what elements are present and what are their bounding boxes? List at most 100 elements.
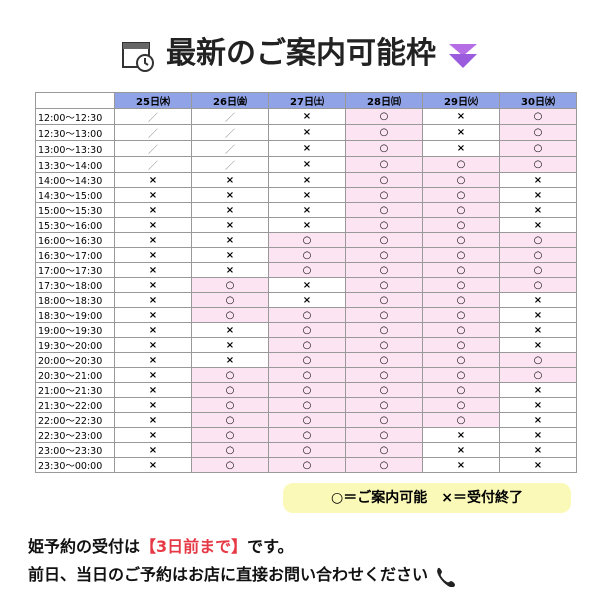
status-cell: × bbox=[114, 322, 192, 338]
time-cell: 12:30〜13:00 bbox=[35, 124, 115, 141]
corner bbox=[35, 92, 115, 109]
table-row: 18:30〜19:00 × ○ ○ ○ ○ × bbox=[35, 307, 577, 323]
status-cell: ○ bbox=[268, 262, 346, 278]
status-cell: ○ bbox=[499, 247, 577, 263]
status-cell: × bbox=[499, 307, 577, 323]
status-cell: × bbox=[114, 247, 192, 263]
status-cell: ○ bbox=[345, 262, 423, 278]
status-cell: ○ bbox=[345, 202, 423, 218]
status-cell: × bbox=[268, 292, 346, 308]
status-cell: × bbox=[499, 172, 577, 188]
status-cell: ○ bbox=[268, 307, 346, 323]
status-cell: ○ bbox=[422, 412, 500, 428]
status-cell: × bbox=[114, 382, 192, 398]
status-cell: ○ bbox=[191, 367, 269, 383]
status-cell: × bbox=[499, 217, 577, 233]
title: 最新のご案内可能枠 bbox=[166, 36, 436, 71]
status-cell: ○ bbox=[345, 247, 423, 263]
status-cell: ○ bbox=[345, 307, 423, 323]
status-cell: ○ bbox=[268, 442, 346, 458]
status-cell: × bbox=[268, 217, 346, 233]
status-cell: ○ bbox=[422, 202, 500, 218]
status-cell: ○ bbox=[191, 292, 269, 308]
table-row: 20:00〜20:30 × × ○ ○ ○ ○ bbox=[35, 352, 577, 368]
table-row: 16:00〜16:30 × × ○ ○ ○ ○ bbox=[35, 232, 577, 248]
status-cell: ○ bbox=[422, 172, 500, 188]
table-row: 12:30〜13:00 ／／ × ○ × ○ bbox=[35, 124, 577, 141]
status-cell: × bbox=[499, 202, 577, 218]
notice-text: 姫予約の受付は bbox=[28, 537, 141, 556]
status-cell: ○ bbox=[422, 397, 500, 413]
status-cell: ○ bbox=[268, 367, 346, 383]
status-cell: ○ bbox=[268, 322, 346, 338]
time-cell: 17:30〜18:00 bbox=[35, 277, 115, 293]
status-cell: × bbox=[114, 262, 192, 278]
status-cell: ○ bbox=[499, 108, 577, 125]
status-cell: ○ bbox=[345, 367, 423, 383]
notice-text: 前日、当日のご予約はお店に直接お問い合わせください bbox=[28, 565, 429, 584]
status-cell: × bbox=[191, 172, 269, 188]
status-cell: × bbox=[191, 217, 269, 233]
status-cell: × bbox=[191, 262, 269, 278]
status-cell: ○ bbox=[422, 382, 500, 398]
status-cell: × bbox=[114, 187, 192, 203]
status-cell: × bbox=[114, 232, 192, 248]
calendar-icon bbox=[121, 41, 154, 72]
status-cell: × bbox=[191, 352, 269, 368]
day-header: 27日㈯ bbox=[268, 92, 346, 109]
status-cell: ○ bbox=[345, 442, 423, 458]
status-cell: ○ bbox=[268, 232, 346, 248]
schedule-table: 25日㈭ 26日㈮ 27日㈯ 28日㈰ 29日㈫ 30日㈬ 12:00〜12:30 ／／ × ○ ×… bbox=[35, 92, 577, 473]
status-cell: × bbox=[114, 277, 192, 293]
table-row: 19:30〜20:00 × × ○ ○ ○ × bbox=[35, 337, 577, 353]
time-cell: 18:00〜18:30 bbox=[35, 292, 115, 308]
day-header: 30日㈬ bbox=[499, 92, 577, 109]
status-cell: ○ bbox=[268, 397, 346, 413]
table-row: 15:00〜15:30 × × × ○ ○ × bbox=[35, 202, 577, 218]
status-cell: ○ bbox=[191, 307, 269, 323]
time-cell: 20:00〜20:30 bbox=[35, 352, 115, 368]
status-cell: × bbox=[114, 442, 192, 458]
status-cell: ○ bbox=[499, 352, 577, 368]
status-cell: ○ bbox=[345, 352, 423, 368]
time-cell: 15:30〜16:00 bbox=[35, 217, 115, 233]
table-row: 13:30〜14:00 ／／ × ○ ○ ○ bbox=[35, 156, 577, 173]
time-cell: 19:30〜20:00 bbox=[35, 337, 115, 353]
table-row: 15:30〜16:00 × × × ○ ○ × bbox=[35, 217, 577, 233]
status-cell: ○ bbox=[422, 217, 500, 233]
status-cell: ／ bbox=[191, 140, 269, 157]
status-cell: ○ bbox=[191, 277, 269, 293]
status-cell: × bbox=[268, 277, 346, 293]
status-cell: ○ bbox=[191, 457, 269, 473]
time-cell: 18:30〜19:00 bbox=[35, 307, 115, 323]
status-cell: × bbox=[422, 140, 500, 157]
time-cell: 21:00〜21:30 bbox=[35, 382, 115, 398]
status-cell: × bbox=[114, 292, 192, 308]
status-cell: × bbox=[191, 247, 269, 263]
status-cell: ○ bbox=[422, 187, 500, 203]
status-cell: ／ bbox=[191, 108, 269, 125]
table-row: 21:30〜22:00 × ○ ○ ○ ○ × bbox=[35, 397, 577, 413]
status-cell: × bbox=[114, 172, 192, 188]
notice-highlight: 【3日前まで】 bbox=[140, 537, 248, 556]
status-cell: ／ bbox=[114, 140, 192, 157]
phone-icon bbox=[436, 567, 455, 587]
table-row: 21:00〜21:30 × ○ ○ ○ ○ × bbox=[35, 382, 577, 398]
status-cell: ○ bbox=[422, 247, 500, 263]
table-row: 16:30〜17:00 × × ○ ○ ○ ○ bbox=[35, 247, 577, 263]
status-cell: ／ bbox=[191, 156, 269, 173]
status-cell: ○ bbox=[422, 156, 500, 173]
status-cell: ○ bbox=[345, 140, 423, 157]
status-cell: × bbox=[114, 367, 192, 383]
status-cell: × bbox=[499, 322, 577, 338]
status-cell: ○ bbox=[345, 322, 423, 338]
table-row: 23:00〜23:30 × ○ ○ ○ × × bbox=[35, 442, 577, 458]
status-cell: × bbox=[114, 217, 192, 233]
status-cell: × bbox=[499, 427, 577, 443]
status-cell: ○ bbox=[422, 352, 500, 368]
status-cell: ○ bbox=[191, 442, 269, 458]
status-cell: ○ bbox=[345, 337, 423, 353]
status-cell: × bbox=[422, 457, 500, 473]
status-cell: × bbox=[191, 337, 269, 353]
